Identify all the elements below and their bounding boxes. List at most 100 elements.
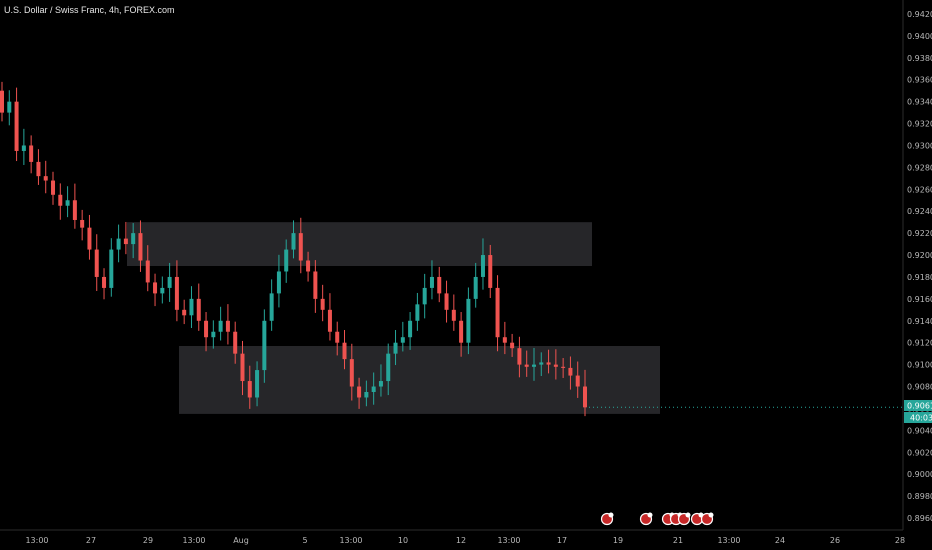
- price-tick-label: 0.91000: [907, 361, 932, 370]
- last-price-value: 0.90611: [907, 402, 932, 411]
- time-tick-label: 19: [613, 536, 623, 545]
- bar-countdown: 40:03: [910, 414, 932, 423]
- time-tick-label: 12: [456, 536, 466, 545]
- candle-body: [262, 320, 267, 371]
- event-badge[interactable]: [700, 512, 714, 526]
- price-tick-label: 0.92200: [907, 229, 932, 238]
- candle-body: [218, 320, 223, 332]
- candle-body: [553, 364, 558, 367]
- candle-body: [335, 331, 340, 343]
- candle-body: [480, 255, 485, 277]
- candle-body: [182, 309, 187, 316]
- candle-body: [502, 337, 507, 343]
- candle-body: [357, 386, 362, 398]
- candle-body: [240, 353, 245, 382]
- time-tick-label: 13:00: [182, 536, 205, 545]
- candle-body: [65, 200, 70, 206]
- time-tick-label: 13:00: [717, 536, 740, 545]
- candle-body: [233, 331, 238, 354]
- candle-body: [429, 276, 434, 288]
- price-tick-label: 0.93200: [907, 120, 932, 129]
- candle-body: [72, 200, 77, 220]
- candle-body: [87, 227, 92, 250]
- candle-body: [174, 276, 179, 310]
- candle-body: [444, 293, 449, 310]
- candle-body: [298, 233, 303, 261]
- candle-body: [269, 293, 274, 321]
- price-axis[interactable]: 0.94200 0.94000 0.93800 0.93600 0.93400 0.932…: [907, 10, 932, 523]
- price-tick-label: 0.89800: [907, 492, 932, 501]
- candle-body: [123, 238, 128, 245]
- event-badge[interactable]: [677, 512, 691, 526]
- candle-body: [116, 238, 121, 250]
- price-tick-label: 0.92800: [907, 163, 932, 172]
- time-tick-label: 21: [673, 536, 683, 545]
- candle-body: [422, 287, 427, 305]
- candle-body: [408, 320, 413, 338]
- candle-body: [21, 145, 26, 151]
- candle-body: [459, 320, 464, 343]
- candle-body: [568, 367, 573, 376]
- zones-layer: [127, 222, 660, 414]
- time-tick-label: 13:00: [497, 536, 520, 545]
- candle-body: [393, 342, 398, 354]
- candle-body: [510, 342, 515, 349]
- candle-body: [284, 249, 289, 272]
- price-tick-label: 0.91800: [907, 273, 932, 282]
- candle-body: [80, 219, 85, 228]
- candle-body: [160, 287, 165, 294]
- candle-body: [437, 276, 442, 294]
- candle-body: [320, 298, 325, 310]
- event-badge[interactable]: [600, 512, 614, 526]
- price-tick-label: 0.93800: [907, 54, 932, 63]
- time-tick-label: 24: [775, 536, 785, 545]
- candles-layer: [0, 81, 903, 417]
- candle-body: [517, 348, 522, 365]
- candle-body: [247, 381, 252, 398]
- candle-body: [349, 359, 354, 387]
- time-tick-label: 26: [830, 536, 840, 545]
- price-tick-label: 0.90000: [907, 470, 932, 479]
- price-tick-label: 0.93400: [907, 98, 932, 107]
- candle-body: [276, 271, 281, 294]
- candle-body: [378, 381, 383, 387]
- price-tick-label: 0.92000: [907, 251, 932, 260]
- price-tick-label: 0.94000: [907, 32, 932, 41]
- price-tick-label: 0.90400: [907, 426, 932, 435]
- time-tick-label: 27: [86, 536, 96, 545]
- candle-body: [539, 362, 544, 365]
- candle-body: [466, 298, 471, 343]
- time-tick-label: 29: [143, 536, 153, 545]
- candle-body: [291, 233, 296, 250]
- candle-body: [58, 194, 63, 206]
- supply-demand-zone[interactable]: [127, 222, 592, 266]
- candle-body: [29, 145, 34, 162]
- candle-body: [415, 304, 420, 321]
- candle-body: [131, 233, 136, 245]
- event-badges[interactable]: [600, 512, 714, 526]
- candle-body: [327, 309, 332, 332]
- time-tick-label: Aug: [233, 536, 249, 545]
- candle-body: [451, 309, 456, 321]
- price-tick-label: 0.93000: [907, 141, 932, 150]
- candle-body: [473, 276, 478, 299]
- candle-body: [204, 320, 209, 338]
- candle-body: [94, 249, 99, 277]
- candle-body: [531, 364, 536, 367]
- event-badge[interactable]: [639, 512, 653, 526]
- supply-demand-zone[interactable]: [179, 345, 660, 414]
- candle-body: [196, 298, 201, 321]
- candle-body: [306, 260, 311, 272]
- candle-body: [225, 320, 230, 332]
- price-tick-label: 0.91200: [907, 339, 932, 348]
- candle-body: [51, 180, 56, 195]
- candle-body: [575, 375, 580, 387]
- candle-body: [561, 366, 566, 368]
- candle-body: [488, 255, 493, 288]
- candle-body: [189, 298, 194, 316]
- last-price-label: 0.90611 40:03: [904, 400, 932, 423]
- time-axis[interactable]: 13:00 27 29 13:00 Aug 5 13:00 10 12 13:00 17 19 21 13…: [25, 536, 905, 545]
- price-tick-label: 0.90200: [907, 448, 932, 457]
- candle-body: [364, 392, 369, 398]
